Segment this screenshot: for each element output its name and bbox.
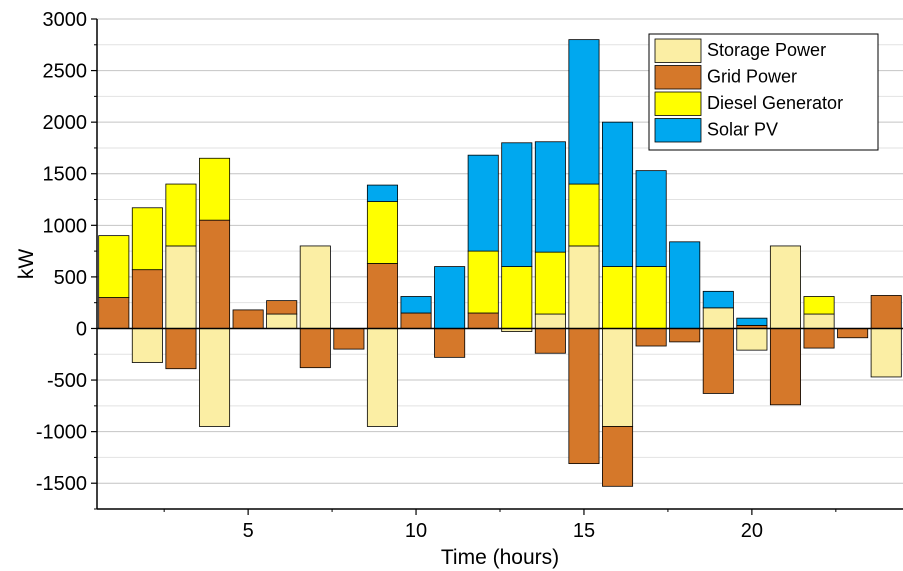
y-tick-label: 1500 bbox=[43, 164, 88, 186]
legend-label: Diesel Generator bbox=[707, 93, 843, 113]
bar-grid-power bbox=[467, 312, 499, 329]
bar-grid-power bbox=[803, 328, 835, 349]
bar-solar-pv bbox=[635, 170, 667, 267]
bar-diesel-generator bbox=[534, 251, 566, 315]
bar-solar-pv bbox=[400, 296, 432, 314]
bar-grid-power bbox=[635, 328, 667, 347]
y-tick-label: -1500 bbox=[36, 473, 87, 495]
bar-solar-pv bbox=[501, 142, 533, 267]
bar-storage-power bbox=[602, 328, 634, 427]
bar-diesel-generator bbox=[131, 207, 163, 271]
bar-grid-power bbox=[165, 328, 197, 370]
bar-grid-power bbox=[870, 295, 902, 329]
y-tick-label: -500 bbox=[47, 370, 87, 392]
axes bbox=[91, 18, 903, 515]
legend-label: Solar PV bbox=[707, 120, 778, 140]
bar-solar-pv bbox=[534, 141, 566, 253]
bar-diesel-generator bbox=[602, 266, 634, 329]
bar-diesel-generator bbox=[199, 157, 231, 221]
bar-grid-power bbox=[366, 263, 398, 329]
legend-label: Storage Power bbox=[707, 40, 826, 60]
x-tick-label: 20 bbox=[741, 520, 763, 542]
x-tick-label: 15 bbox=[573, 520, 595, 542]
bar-storage-power bbox=[165, 245, 197, 329]
y-tick-label: -1000 bbox=[36, 422, 87, 444]
y-tick-label: 2500 bbox=[43, 61, 88, 83]
legend: Storage Power Grid Power Diesel Generator S… bbox=[648, 33, 879, 151]
bar-grid-power bbox=[400, 312, 432, 329]
bar-diesel-generator bbox=[98, 235, 130, 298]
bar-diesel-generator bbox=[501, 266, 533, 329]
bar-solar-pv bbox=[602, 121, 634, 267]
bar-storage-power bbox=[199, 328, 231, 427]
y-tick-label: 500 bbox=[54, 267, 87, 289]
bar-solar-pv bbox=[669, 241, 701, 329]
bar-storage-power bbox=[769, 245, 801, 329]
bar-grid-power bbox=[266, 300, 298, 315]
bar-storage-power bbox=[366, 328, 398, 427]
bar-storage-power bbox=[736, 328, 768, 351]
bar-grid-power bbox=[232, 309, 264, 329]
y-tick-label: 0 bbox=[76, 318, 87, 340]
bar-grid-power bbox=[299, 328, 331, 369]
bar-storage-power bbox=[534, 313, 566, 329]
x-tick-label: 10 bbox=[405, 520, 427, 542]
bar-solar-pv bbox=[568, 39, 600, 185]
bar-diesel-generator bbox=[568, 183, 600, 247]
bar-diesel-generator bbox=[366, 201, 398, 264]
tick-labels: -1500 -1000 -500 0 500 1000 1500 2000 2500 3000 5 1… bbox=[36, 9, 763, 542]
bar-grid-power bbox=[568, 328, 600, 465]
x-axis-title: Time (hours) bbox=[441, 546, 559, 569]
bar-grid-power bbox=[98, 297, 130, 329]
bar-grid-power bbox=[769, 328, 801, 406]
bar-solar-pv bbox=[702, 290, 734, 309]
y-tick-label: 1000 bbox=[43, 215, 88, 237]
bar-storage-power bbox=[266, 313, 298, 329]
bar-solar-pv bbox=[467, 154, 499, 252]
bar-solar-pv bbox=[434, 266, 466, 329]
bar-diesel-generator bbox=[467, 250, 499, 314]
bar-storage-power bbox=[870, 328, 902, 378]
legend-swatch bbox=[654, 118, 702, 143]
bar-solar-pv bbox=[736, 317, 768, 326]
bar-diesel-generator bbox=[803, 296, 835, 315]
bars bbox=[98, 39, 902, 487]
bar-grid-power bbox=[534, 328, 566, 354]
legend-swatch bbox=[654, 65, 702, 90]
bar-diesel-generator bbox=[635, 266, 667, 329]
bar-storage-power bbox=[702, 307, 734, 329]
bar-storage-power bbox=[131, 328, 163, 363]
bar-storage-power bbox=[568, 245, 600, 329]
y-tick-label: 2000 bbox=[43, 112, 88, 134]
bar-grid-power bbox=[434, 328, 466, 358]
bar-storage-power bbox=[803, 313, 835, 329]
y-axis-title: kW bbox=[15, 249, 38, 280]
bar-solar-pv bbox=[366, 184, 398, 202]
bar-diesel-generator bbox=[165, 183, 197, 247]
bar-grid-power bbox=[702, 328, 734, 394]
y-tick-label: 3000 bbox=[43, 9, 88, 31]
bar-grid-power bbox=[199, 219, 231, 329]
bar-grid-power bbox=[602, 426, 634, 487]
bar-grid-power bbox=[837, 328, 869, 339]
bar-storage-power bbox=[299, 245, 331, 329]
bar-grid-power bbox=[333, 328, 365, 350]
legend-swatch bbox=[654, 91, 702, 116]
bar-grid-power bbox=[131, 269, 163, 329]
bar-grid-power bbox=[669, 328, 701, 343]
legend-label: Grid Power bbox=[707, 67, 797, 87]
x-tick-label: 5 bbox=[243, 520, 254, 542]
legend-swatch bbox=[654, 38, 702, 63]
